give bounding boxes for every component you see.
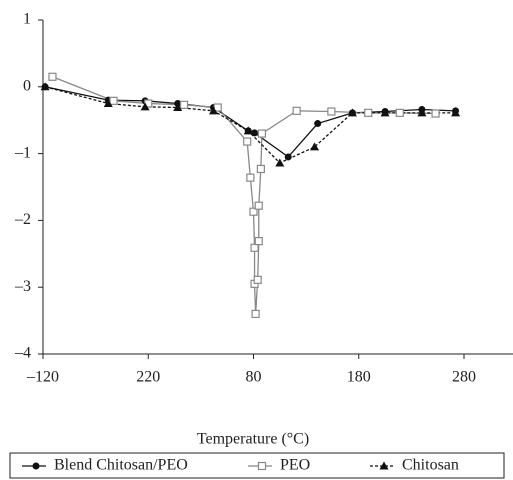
marker xyxy=(275,158,285,167)
marker xyxy=(246,173,255,182)
marker xyxy=(40,82,50,91)
marker xyxy=(431,109,440,118)
marker xyxy=(251,129,259,137)
marker xyxy=(251,309,260,319)
marker xyxy=(243,137,252,146)
marker xyxy=(254,201,263,210)
x-tick-label: 180 xyxy=(347,369,371,386)
marker xyxy=(347,108,357,117)
marker xyxy=(253,275,262,284)
y-tick-label: –1 xyxy=(14,144,31,161)
marker xyxy=(257,129,267,138)
marker xyxy=(310,142,320,151)
marker xyxy=(213,103,222,112)
marker xyxy=(314,120,322,128)
x-tick-label: 220 xyxy=(136,369,160,386)
series-line xyxy=(44,86,456,164)
marker xyxy=(109,96,118,105)
x-tick-label: –120 xyxy=(26,369,59,386)
marker xyxy=(243,126,253,135)
marker xyxy=(395,108,404,117)
marker xyxy=(249,207,258,216)
x-axis-label: Temperature (°C) xyxy=(197,431,309,448)
marker xyxy=(103,99,113,107)
marker xyxy=(254,237,263,246)
marker xyxy=(284,153,292,161)
marker xyxy=(364,108,373,117)
y-tick-label: –3 xyxy=(14,278,31,295)
marker xyxy=(48,72,57,81)
marker xyxy=(250,243,259,252)
marker xyxy=(380,108,390,117)
y-tick-label: –4 xyxy=(14,345,31,362)
y-tick-label: 0 xyxy=(23,77,31,94)
y-tick-label: 1 xyxy=(23,11,31,28)
x-tick-label: 80 xyxy=(246,369,262,386)
marker xyxy=(32,462,40,470)
marker xyxy=(379,461,389,470)
marker xyxy=(209,106,219,115)
marker xyxy=(451,108,461,117)
legend-label: PEO xyxy=(280,457,310,474)
legend-label: Chitosan xyxy=(402,457,459,474)
marker xyxy=(292,106,301,115)
marker xyxy=(327,107,336,116)
y-tick-label: –2 xyxy=(14,211,31,228)
x-tick-label: 280 xyxy=(452,369,476,386)
legend-box xyxy=(9,452,505,479)
marker xyxy=(417,108,427,117)
marker xyxy=(140,102,150,111)
marker xyxy=(257,461,267,471)
marker xyxy=(179,100,189,109)
marker xyxy=(256,164,265,174)
legend-label: Blend Chitosan/PEO xyxy=(54,457,188,474)
marker xyxy=(173,103,183,112)
